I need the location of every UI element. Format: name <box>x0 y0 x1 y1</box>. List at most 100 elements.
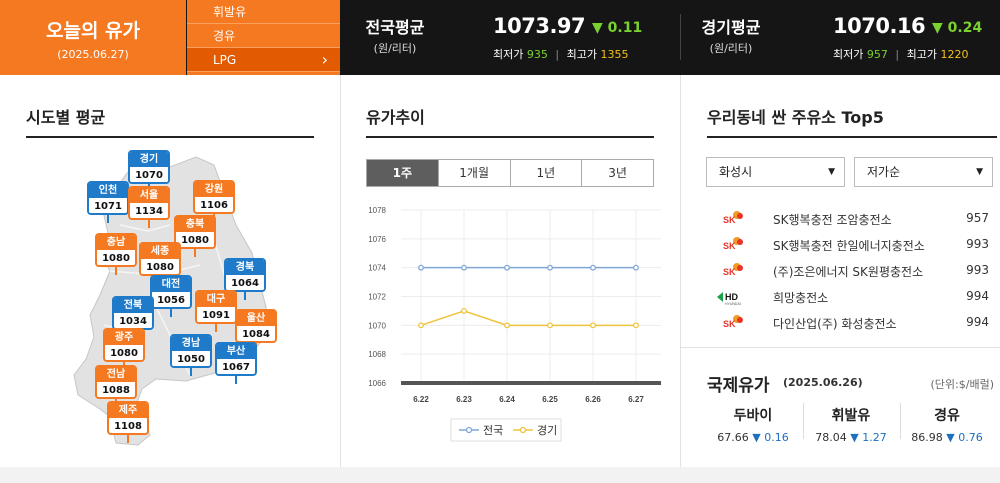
region-price: 1071 <box>89 198 127 213</box>
region-name: 인천 <box>89 183 127 198</box>
national-average-unit: (원/리터) <box>373 42 417 55</box>
region-5[interactable]: 충북 1080 <box>174 215 216 249</box>
dropdown-arrow-icon: ▼ <box>828 167 835 177</box>
y-tick-label: 1072 <box>368 293 386 302</box>
station-price: 993 <box>966 237 989 251</box>
gyeonggi-min-value: 957 <box>866 48 888 61</box>
station-item[interactable]: SK SK행복충전 한일에너지충전소 993 <box>707 235 997 255</box>
station-name[interactable]: (주)조은에너지 SK원평충전소 <box>773 265 924 279</box>
national-average-label: 전국평균 <box>365 18 425 37</box>
region-4[interactable]: 강원 1106 <box>193 180 235 214</box>
region-price: 1080 <box>176 232 214 247</box>
divider: | <box>555 48 560 61</box>
city-select[interactable]: 화성시 ▼ <box>706 157 845 187</box>
region-7[interactable]: 세종 1080 <box>139 242 181 276</box>
national-max-label: 최고가 <box>566 48 597 61</box>
region-name: 대전 <box>152 277 190 292</box>
region-10[interactable]: 전북 1034 <box>112 296 154 330</box>
period-1month[interactable]: 1개월 <box>439 160 511 186</box>
station-item[interactable]: SK (주)조은에너지 SK원평충전소 993 <box>707 261 997 281</box>
region-price: 1106 <box>195 197 233 212</box>
region-9[interactable]: 대전 1056 <box>150 275 192 309</box>
region-15[interactable]: 부산 1067 <box>215 342 257 376</box>
cheap-stations-panel: 우리동네 싼 주유소 Top5 화성시 ▼ 저가순 ▼ SK SK행복충전 조암충전소… <box>681 75 1000 467</box>
sk-logo-icon: SK <box>715 313 749 333</box>
sk-logo-icon: SK <box>715 261 749 281</box>
price-trend-title: 유가추이 <box>366 108 425 127</box>
oil-value: 86.98 <box>911 431 943 444</box>
station-price: 994 <box>966 289 989 303</box>
region-17[interactable]: 제주 1108 <box>107 401 149 435</box>
region-pin <box>107 215 109 223</box>
gyeonggi-max-value: 1220 <box>940 48 969 61</box>
data-point <box>418 322 424 329</box>
region-16[interactable]: 전남 1088 <box>95 365 137 399</box>
period-1year[interactable]: 1년 <box>511 160 583 186</box>
x-tick-label: 6.27 <box>628 395 644 404</box>
svg-text:HD: HD <box>725 292 738 302</box>
region-pin <box>170 309 172 317</box>
region-12[interactable]: 울산 1084 <box>235 309 277 343</box>
data-point <box>504 264 510 271</box>
divider <box>900 403 901 439</box>
region-3[interactable]: 서울 1134 <box>128 186 170 220</box>
period-3year[interactable]: 3년 <box>608 166 627 180</box>
station-item[interactable]: SK 다인산업(주) 화성충전소 994 <box>707 313 997 333</box>
svg-text:SK: SK <box>723 215 736 225</box>
region-name: 전북 <box>114 298 152 313</box>
period-1week[interactable]: 1주 <box>367 160 439 186</box>
station-name[interactable]: 다인산업(주) 화성충전소 <box>773 317 897 331</box>
section-divider <box>681 347 1000 348</box>
intl-oil-unit: (단위:$/배럴) <box>930 378 994 391</box>
price-trend-panel: 유가추이 1주 1개월 1년 3년 1066 1068 1070 1072 1074 10… <box>341 75 680 467</box>
region-13[interactable]: 광주 1080 <box>103 328 145 362</box>
tab-lpg[interactable]: LPG › <box>187 48 340 72</box>
region-name: 광주 <box>105 330 143 345</box>
region-14[interactable]: 경남 1050 <box>170 334 212 368</box>
legend-label: 전국 <box>483 424 503 437</box>
region-8[interactable]: 경북 1064 <box>224 258 266 292</box>
station-name[interactable]: 희망충전소 <box>773 291 829 305</box>
region-11[interactable]: 대구 1091 <box>195 290 237 324</box>
region-pin <box>127 435 129 443</box>
region-name: 세종 <box>141 244 179 259</box>
svg-text:SK: SK <box>723 241 736 251</box>
top-bar: 오늘의 유가 (2025.06.27) 휘발유 경유 LPG › 전국평균 (원/… <box>0 0 1000 75</box>
svg-text:SK: SK <box>723 319 736 329</box>
legend-marker <box>519 426 527 434</box>
x-tick-label: 6.23 <box>456 395 472 404</box>
region-pin <box>244 292 246 300</box>
region-name: 강원 <box>195 182 233 197</box>
station-item[interactable]: HD HYUNDAI 희망충전소 994 <box>707 287 997 307</box>
legend-marker <box>465 426 473 434</box>
intl-oil-diesel: 경유 86.98 ▼ 0.76 <box>897 405 997 444</box>
regional-average-title: 시도별 평균 <box>26 108 106 127</box>
station-name[interactable]: SK행복충전 조암충전소 <box>773 213 892 227</box>
divider: | <box>895 48 900 61</box>
data-point <box>418 264 424 271</box>
gyeonggi-average-unit: (원/리터) <box>709 42 753 55</box>
station-name[interactable]: SK행복충전 한일에너지충전소 <box>773 239 925 253</box>
region-price: 1091 <box>197 307 235 322</box>
region-name: 부산 <box>217 344 255 359</box>
tab-diesel[interactable]: 경유 <box>187 24 340 48</box>
data-point <box>590 322 596 329</box>
region-1[interactable]: 경기 1070 <box>128 150 170 184</box>
oil-change: ▼ 0.16 <box>752 431 789 444</box>
region-pin <box>215 324 217 332</box>
tab-gasoline[interactable]: 휘발유 <box>187 0 340 24</box>
intl-oil-gasoline: 휘발유 78.04 ▼ 1.27 <box>801 405 901 444</box>
panel-divider <box>680 75 681 467</box>
sort-select[interactable]: 저가순 ▼ <box>854 157 993 187</box>
station-item[interactable]: SK SK행복충전 조암충전소 957 <box>707 209 997 229</box>
region-6[interactable]: 충남 1080 <box>95 233 137 267</box>
region-pin <box>235 376 237 384</box>
region-2[interactable]: 인천 1071 <box>87 181 129 215</box>
gyeonggi-average-change: ▼ 0.24 <box>932 20 983 36</box>
national-average-change: ▼ 0.11 <box>592 20 643 36</box>
legend-box <box>450 418 562 442</box>
x-tick-label: 6.25 <box>542 395 558 404</box>
region-price: 1108 <box>109 418 147 433</box>
svg-text:SK: SK <box>723 267 736 277</box>
divider <box>803 403 804 439</box>
